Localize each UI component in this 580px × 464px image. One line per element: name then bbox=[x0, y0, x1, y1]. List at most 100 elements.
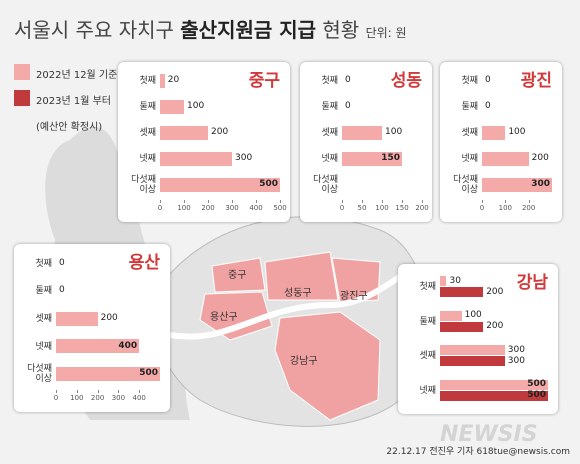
x-tick-label: 200 bbox=[201, 204, 215, 212]
bar bbox=[160, 125, 208, 140]
map-label: 용산구 bbox=[210, 312, 238, 323]
x-tick-label: 300 bbox=[225, 204, 239, 212]
category-label: 첫째 bbox=[139, 76, 156, 86]
value-label: 0 bbox=[345, 75, 351, 85]
bar bbox=[160, 151, 232, 166]
bar bbox=[440, 321, 484, 332]
bar bbox=[160, 73, 165, 88]
bar bbox=[160, 177, 280, 192]
x-tick-label: 400 bbox=[132, 394, 146, 402]
tick-mark bbox=[422, 200, 423, 203]
value-label: 400 bbox=[118, 340, 138, 351]
tick-mark bbox=[160, 200, 161, 203]
value-label: 100 bbox=[385, 127, 403, 137]
map-label: 중구 bbox=[228, 270, 247, 281]
tick-mark bbox=[362, 200, 363, 203]
x-tick-label: 100 bbox=[498, 204, 513, 212]
category-label: 첫째 bbox=[35, 258, 52, 269]
x-tick-label: 100 bbox=[177, 204, 191, 212]
tick-mark bbox=[76, 390, 78, 393]
chart-box bbox=[14, 244, 170, 412]
bar bbox=[440, 390, 548, 401]
bar bbox=[342, 151, 402, 166]
category-label: 셋째 bbox=[461, 128, 478, 138]
value-label: 500 bbox=[527, 390, 546, 401]
bar bbox=[56, 311, 98, 326]
bar bbox=[440, 310, 462, 321]
category-label: 둘째 bbox=[461, 102, 478, 112]
bar bbox=[342, 125, 382, 140]
tick-mark bbox=[482, 200, 483, 203]
value-label: 0 bbox=[59, 285, 65, 296]
category-label: 셋째 bbox=[321, 128, 338, 138]
value-label: 500 bbox=[139, 368, 158, 379]
chart-title: 강남 bbox=[516, 273, 548, 293]
category-label: 넷째 bbox=[321, 154, 338, 164]
category-label: 첫째 bbox=[321, 76, 338, 86]
bar bbox=[56, 339, 140, 354]
category-label: 셋째 bbox=[419, 351, 436, 362]
value-label: 150 bbox=[381, 153, 400, 163]
value-label: 500 bbox=[259, 179, 278, 189]
tick-mark bbox=[97, 390, 99, 393]
value-label: 0 bbox=[485, 101, 491, 111]
district bbox=[264, 251, 339, 301]
bar bbox=[482, 177, 552, 192]
map-label: 성동구 bbox=[284, 288, 312, 299]
x-tick-label: 500 bbox=[273, 204, 287, 212]
tick-mark bbox=[256, 200, 257, 203]
bar bbox=[440, 276, 447, 287]
map-label: 강남구 bbox=[290, 356, 318, 367]
bar bbox=[56, 366, 160, 381]
tick-mark bbox=[402, 200, 403, 203]
value-label: 20 bbox=[167, 75, 180, 85]
legend-note: (예산안 확정시) bbox=[36, 122, 103, 133]
x-tick-label: 100 bbox=[70, 394, 84, 402]
bar bbox=[440, 379, 548, 390]
value-label: 100 bbox=[464, 310, 482, 321]
x-tick-label: 150 bbox=[395, 204, 409, 212]
title: 서울시 주요 자치구 출산지원금 지급 현황 단위: 원 bbox=[14, 14, 407, 43]
category-label: 다섯째 이상 bbox=[131, 175, 156, 195]
tick-mark bbox=[280, 200, 281, 203]
value-label: 200 bbox=[486, 286, 504, 297]
tick-mark bbox=[184, 200, 185, 203]
value-label: 100 bbox=[187, 101, 205, 111]
value-label: 0 bbox=[59, 257, 65, 268]
title-text: 현황 bbox=[322, 18, 360, 42]
title-bold: 출산지원금 지급 bbox=[180, 18, 317, 42]
x-tick-label: 0 bbox=[339, 204, 345, 212]
tick-mark bbox=[118, 390, 120, 393]
value-label: 200 bbox=[100, 313, 118, 323]
district bbox=[331, 257, 381, 303]
x-tick-label: 0 bbox=[157, 204, 163, 212]
tick-mark bbox=[56, 390, 57, 393]
chart-box bbox=[118, 62, 290, 222]
x-tick-label: 100 bbox=[375, 204, 389, 212]
category-label: 둘째 bbox=[139, 102, 156, 112]
value-label: 300 bbox=[507, 344, 525, 355]
map-label: 광진구 bbox=[340, 291, 368, 302]
unit: 단위: 원 bbox=[365, 26, 407, 40]
value-label: 300 bbox=[507, 355, 525, 366]
chart-title: 광진 bbox=[520, 71, 552, 91]
chart-box bbox=[440, 62, 562, 222]
river bbox=[169, 267, 412, 340]
tick-mark bbox=[139, 390, 141, 393]
bar bbox=[440, 356, 505, 367]
category-label: 둘째 bbox=[419, 316, 436, 327]
tick-mark bbox=[342, 200, 343, 203]
x-tick-label: 300 bbox=[111, 394, 126, 402]
chart-box bbox=[300, 62, 432, 222]
category-label: 넷째 bbox=[139, 154, 156, 164]
category-label: 다섯째 이상 bbox=[27, 364, 52, 385]
chart-title: 중구 bbox=[248, 71, 280, 91]
credit: 22.12.17 전진우 기자 618tue@newsis.com bbox=[386, 447, 570, 457]
value-label: 100 bbox=[508, 127, 526, 137]
legend-label: 2023년 1월 부터 bbox=[36, 96, 111, 107]
district bbox=[274, 311, 381, 421]
tick-mark bbox=[528, 200, 530, 203]
category-label: 셋째 bbox=[35, 314, 52, 324]
x-tick-label: 200 bbox=[415, 204, 429, 212]
